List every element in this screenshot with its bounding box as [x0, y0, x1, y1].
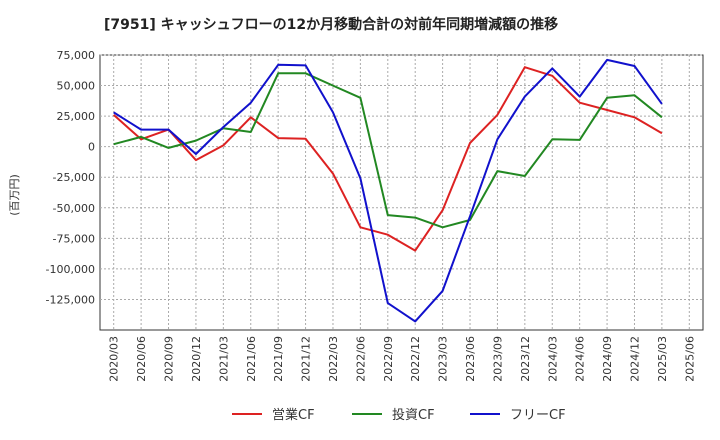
y-axis-ticks: 75,000 50,000 25,000 0 -25,000 -50,000 -75,000…: [46, 49, 95, 306]
y-tick-label: 50,000: [57, 80, 96, 93]
x-tick-label: 2021/09: [272, 336, 285, 382]
legend-label: フリーCF: [510, 408, 566, 423]
series-lines: [113, 58, 663, 323]
x-tick-label: 2023/12: [519, 336, 532, 382]
y-tick-label: 0: [88, 141, 95, 154]
chart-title: [7951] キャッシュフローの12か月移動合計の対前年同期増減額の推移: [104, 16, 558, 33]
x-tick-label: 2024/12: [628, 336, 641, 382]
x-tick-label: 2020/03: [108, 336, 121, 382]
x-tick-label: 2023/03: [437, 336, 450, 382]
y-axis-label: (百万円): [8, 174, 21, 216]
x-tick-label: 2025/06: [683, 336, 696, 382]
x-tick-label: 2022/12: [409, 336, 422, 382]
x-tick-label: 2020/09: [163, 336, 176, 382]
x-tick-label: 2021/12: [300, 336, 313, 382]
y-tick-label: 25,000: [57, 110, 96, 123]
x-tick-label: 2024/06: [574, 336, 587, 382]
x-tick-label: 2020/06: [135, 336, 148, 382]
x-tick-label: 2022/09: [382, 336, 395, 382]
x-axis-ticks: 2020/03 2020/06 2020/09 2020/12 2021/03 2021/…: [108, 336, 697, 382]
x-tick-label: 2021/06: [245, 336, 258, 382]
legend-label: 投資CF: [392, 407, 435, 423]
y-tick-label: -25,000: [53, 171, 95, 184]
y-tick-label: -100,000: [46, 263, 95, 276]
y-tick-label: 75,000: [57, 49, 96, 62]
x-tick-label: 2022/03: [327, 336, 340, 382]
legend: 営業CF 投資CF フリーCF: [232, 407, 566, 423]
x-tick-label: 2023/09: [491, 336, 504, 382]
x-tick-label: 2024/09: [601, 336, 614, 382]
x-tick-label: 2023/06: [464, 336, 477, 382]
legend-label: 営業CF: [272, 407, 315, 423]
x-tick-label: 2020/12: [190, 336, 203, 382]
x-tick-label: 2021/03: [217, 336, 230, 382]
y-tick-label: -125,000: [46, 293, 95, 306]
grid: [100, 54, 703, 330]
plot-area: [99, 54, 704, 331]
x-tick-label: 2022/06: [354, 336, 367, 382]
x-tick-label: 2025/03: [656, 336, 669, 382]
y-tick-label: -75,000: [53, 232, 95, 245]
y-tick-label: -50,000: [53, 202, 95, 215]
x-tick-label: 2024/03: [546, 336, 559, 382]
